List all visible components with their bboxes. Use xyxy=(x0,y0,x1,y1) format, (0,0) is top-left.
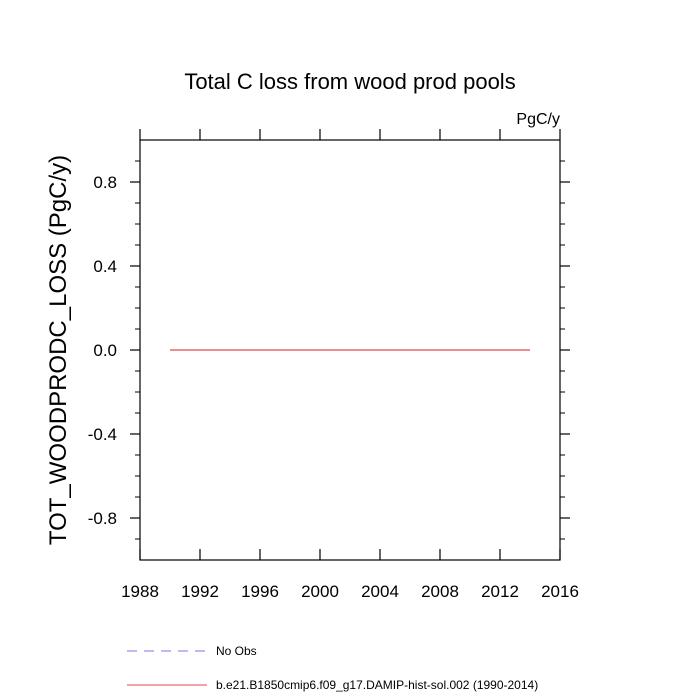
x-tick-label: 2008 xyxy=(421,582,459,601)
x-tick-label: 1992 xyxy=(181,582,219,601)
chart-title: Total C loss from wood prod pools xyxy=(184,69,515,94)
legend-label: b.e21.B1850cmip6.f09_g17.DAMIP-hist-sol.… xyxy=(216,678,538,692)
x-tick-label: 2016 xyxy=(541,582,579,601)
y-tick-label: -0.4 xyxy=(88,425,117,444)
ticks-layer xyxy=(130,129,570,560)
y-tick-label: 0.4 xyxy=(93,257,117,276)
units-label: PgC/y xyxy=(516,111,560,128)
x-tick-label: 2000 xyxy=(301,582,339,601)
y-tick-label: -0.8 xyxy=(88,509,117,528)
y-tick-labels: -0.8 -0.4 0.0 0.4 0.8 xyxy=(88,173,117,528)
x-tick-label: 2004 xyxy=(361,582,399,601)
x-tick-label: 1988 xyxy=(121,582,159,601)
y-axis-title: TOT_WOODPRODC_LOSS (PgC/y) xyxy=(45,155,72,545)
y-tick-label: 0.8 xyxy=(93,173,117,192)
x-tick-label: 1996 xyxy=(241,582,279,601)
x-tick-label: 2012 xyxy=(481,582,519,601)
legend-label: No Obs xyxy=(216,644,257,658)
y-tick-label: 0.0 xyxy=(93,341,117,360)
legend: No Obs b.e21.B1850cmip6.f09_g17.DAMIP-his… xyxy=(127,644,538,692)
x-tick-labels: 1988 1992 1996 2000 2004 2008 2012 2016 xyxy=(121,582,579,601)
